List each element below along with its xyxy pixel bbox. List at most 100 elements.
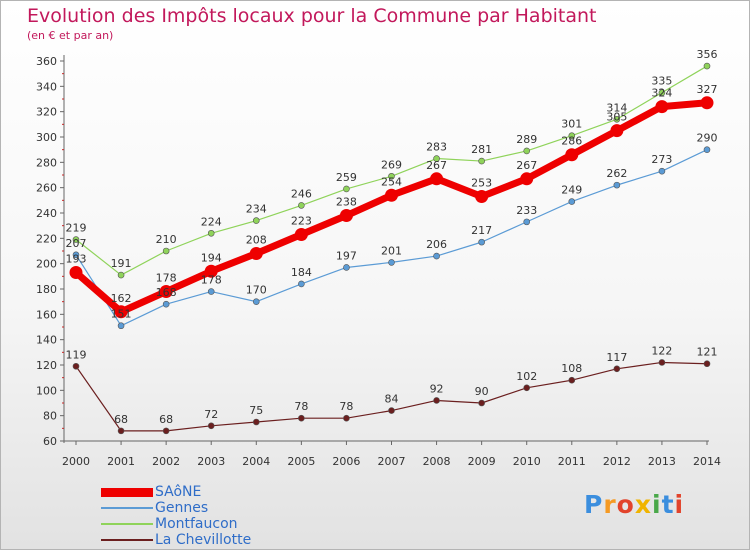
data-point [298,202,305,209]
x-tick-label: 2009 [468,455,496,468]
data-point [72,251,80,259]
logo-letter: t [661,490,675,519]
data-point [117,271,125,279]
legend-label: SAôNE [155,484,202,500]
x-tick-label: 2002 [152,455,180,468]
data-label: 267 [426,159,447,172]
data-label: 283 [426,141,447,154]
x-tick-label: 2011 [558,455,586,468]
data-label: 122 [651,344,672,357]
data-label: 108 [561,362,582,375]
data-point [72,362,80,370]
x-tick-label: 2012 [603,455,631,468]
logo-letter: i [652,490,662,519]
data-label: 197 [336,249,357,262]
legend-swatch [101,507,153,509]
y-tick-label: 300 [36,131,57,144]
data-point [343,264,350,271]
data-point [478,238,485,246]
data-point [117,322,125,330]
data-label: 224 [201,215,222,228]
data-point [207,288,215,295]
data-point [523,384,531,392]
data-label: 254 [381,175,402,188]
legend-swatch [101,523,153,525]
data-point [114,305,128,319]
data-point [433,155,440,162]
data-label: 219 [66,222,87,235]
data-point [249,247,263,261]
data-label: 273 [651,153,672,166]
data-label: 206 [426,238,447,251]
data-point [703,146,711,153]
data-point [388,259,395,266]
data-label: 119 [66,348,87,361]
data-label: 78 [294,400,308,413]
data-label: 253 [471,177,492,190]
data-point [207,229,215,237]
data-label: 249 [561,184,582,197]
data-point [568,376,576,384]
data-point [298,280,305,288]
data-label: 170 [246,284,267,297]
data-point [207,422,215,430]
y-tick-label: 340 [36,80,57,93]
x-tick-label: 2007 [378,455,406,468]
x-tick-label: 2004 [242,455,270,468]
data-label: 238 [336,196,357,209]
y-tick-label: 180 [36,283,57,296]
data-point [658,89,666,96]
data-label: 246 [291,187,312,200]
data-label: 262 [606,167,627,180]
data-label: 207 [66,237,87,250]
y-tick-label: 240 [36,207,57,220]
x-tick-label: 2000 [62,455,90,468]
data-label: 335 [651,75,672,88]
data-point [343,185,350,193]
x-tick-label: 2013 [648,455,676,468]
data-point [343,414,350,422]
logo-letter: o [616,490,635,519]
data-label: 223 [291,215,312,228]
x-tick-label: 2006 [332,455,360,468]
data-label: 162 [111,292,132,305]
data-label: 90 [475,385,489,398]
data-label: 117 [606,351,627,364]
y-tick-label: 220 [36,232,57,245]
y-tick-label: 260 [36,182,57,195]
data-point [433,252,440,260]
data-label: 208 [246,234,267,247]
legend: SAôNE Gennes Montfaucon La Chevillotte [101,484,301,548]
logo-letter: r [603,490,617,519]
data-point [388,407,395,414]
data-point [613,365,621,373]
legend-label: Montfaucon [155,516,238,532]
data-label: 290 [697,132,718,145]
data-point [252,217,260,224]
data-point [117,427,125,435]
data-point [433,397,440,404]
logo-letter: i [674,490,685,519]
data-label: 217 [471,224,492,237]
legend-swatch [101,487,153,497]
data-point [339,209,353,223]
data-label: 210 [156,233,177,246]
data-point [703,360,711,368]
data-point [162,427,170,435]
data-label: 301 [561,118,582,131]
data-point [520,172,534,186]
data-label: 267 [516,159,537,172]
data-point [658,359,666,366]
y-tick-label: 200 [36,258,57,271]
chart-subtitle: (en € et par an) [27,29,114,42]
legend-item: Gennes [101,500,301,516]
y-tick-label: 140 [36,334,57,347]
data-point [478,157,485,165]
data-point [430,172,444,186]
proxiti-logo: Proxiti [584,490,684,519]
data-point [700,96,714,110]
data-label: 201 [381,244,402,257]
data-point [613,115,621,123]
y-tick-label: 60 [43,435,57,448]
x-tick-label: 2014 [693,455,721,468]
